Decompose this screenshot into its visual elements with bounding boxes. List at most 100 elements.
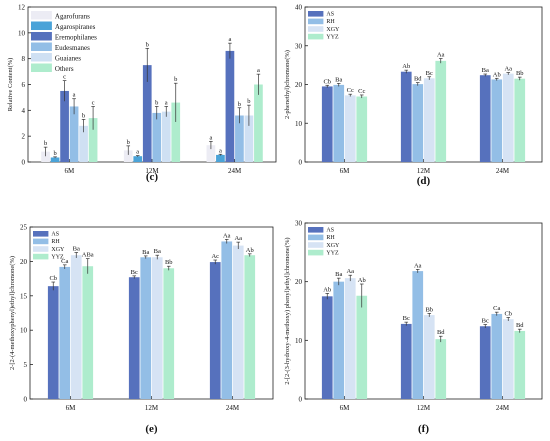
bar [225, 50, 235, 162]
y-tick-label: 0 [299, 396, 303, 404]
bar [128, 277, 140, 399]
legend-swatch [31, 53, 52, 62]
y-tick-label: 30 [295, 220, 303, 228]
significance-letter: Bb [165, 259, 173, 266]
x-tick-label: 6M [340, 404, 351, 412]
y-tick-label: 15 [20, 292, 28, 300]
y-tick-label: 0 [299, 159, 303, 167]
significance-letter: Bc [426, 70, 433, 77]
significance-letter: Cc [358, 88, 365, 95]
bar [209, 262, 221, 399]
bar [356, 295, 368, 399]
significance-letter: a [165, 99, 168, 106]
bar [133, 156, 143, 162]
x-tick-label: 6M [340, 167, 351, 175]
bar [333, 281, 345, 399]
bar [244, 255, 256, 399]
bar [423, 78, 435, 162]
bar [514, 78, 526, 162]
bar [171, 102, 181, 162]
bar [423, 315, 435, 399]
significance-letter: Ab [358, 277, 366, 284]
bar [60, 90, 69, 162]
y-tick-label: 40 [295, 4, 303, 12]
bar [502, 73, 514, 162]
legend-swatch [308, 227, 324, 233]
y-axis-label: 2-[2-(4-methoxyphenyl)ethyl]chromone(%) [9, 256, 16, 370]
legend-swatch [33, 253, 49, 260]
significance-letter: b [127, 139, 130, 146]
x-tick-label: 24M [496, 404, 510, 412]
bar [152, 112, 162, 162]
y-tick-label: 20 [20, 258, 28, 266]
bar [232, 245, 244, 399]
bar [163, 268, 175, 399]
x-tick-label: 24M [226, 404, 240, 412]
significance-letter: Aa [346, 268, 354, 275]
significance-letter: Ab [246, 247, 254, 254]
bar [244, 115, 254, 162]
panel-label: (d) [417, 175, 431, 187]
significance-letter: Cc [347, 87, 354, 94]
bar [491, 79, 503, 162]
panel-d: 0 10 20 30 40 2-phenethyl)chromone(%) 6M Cb Ba Cc… [284, 4, 543, 187]
legend-swatch [31, 21, 52, 30]
significance-letter: Ba [335, 76, 342, 83]
legend-swatch [31, 42, 52, 51]
legend-label: AS [51, 232, 59, 238]
panel-label: (e) [145, 423, 158, 435]
legend-label: AS [326, 228, 334, 234]
legend-label: Guaianes [55, 55, 81, 63]
significance-letter: a [73, 92, 76, 99]
panel-e: 0 5 10 15 20 25 2-[2-(4-methoxyphenyl)ethyl]ch… [9, 224, 274, 435]
bar [79, 125, 88, 162]
significance-letter: Ba [482, 67, 489, 74]
significance-letter: Ca [493, 305, 500, 312]
legend-label: XGY [326, 243, 340, 249]
panel-label: (c) [146, 171, 159, 183]
legend-label: YYZ [326, 250, 339, 256]
y-tick-label: 25 [20, 224, 28, 232]
legend-swatch [31, 32, 52, 41]
legend-label: YYZ [51, 254, 64, 260]
significance-letter: a [257, 67, 260, 74]
significance-letter: Aa [437, 52, 445, 59]
legend-swatch [308, 18, 324, 25]
bar [123, 150, 133, 162]
legend-label: XGY [326, 27, 340, 33]
legend-swatch [33, 231, 49, 237]
bar [70, 255, 82, 399]
y-tick-label: 5 [24, 361, 28, 369]
y-tick-label: 10 [18, 29, 26, 37]
significance-letter: b [247, 98, 250, 105]
y-tick-label: 2 [22, 133, 26, 141]
significance-letter: c [63, 74, 66, 81]
significance-letter: b [174, 76, 177, 83]
bar [344, 95, 356, 162]
significance-letter: Aa [223, 232, 231, 239]
bar [479, 326, 491, 399]
y-tick-label: 10 [20, 327, 28, 335]
bar [321, 86, 333, 162]
bar [140, 257, 152, 399]
bar [412, 84, 424, 162]
significance-letter: ABa [82, 252, 94, 259]
significance-letter: b [82, 112, 85, 119]
legend-label: RH [51, 239, 60, 245]
significance-letter: b [155, 99, 158, 106]
legend-label: Others [55, 65, 74, 73]
bar [491, 313, 503, 399]
legend-swatch [31, 11, 52, 20]
legend-swatch [308, 242, 324, 248]
significance-letter: b [238, 101, 241, 108]
legend-label: XGY [51, 247, 65, 253]
bar [333, 84, 345, 162]
legend-swatch [308, 249, 324, 256]
x-tick-label: 12M [417, 167, 431, 175]
bar [435, 339, 447, 399]
legend-swatch [308, 234, 324, 241]
significance-letter: Cb [323, 78, 331, 85]
